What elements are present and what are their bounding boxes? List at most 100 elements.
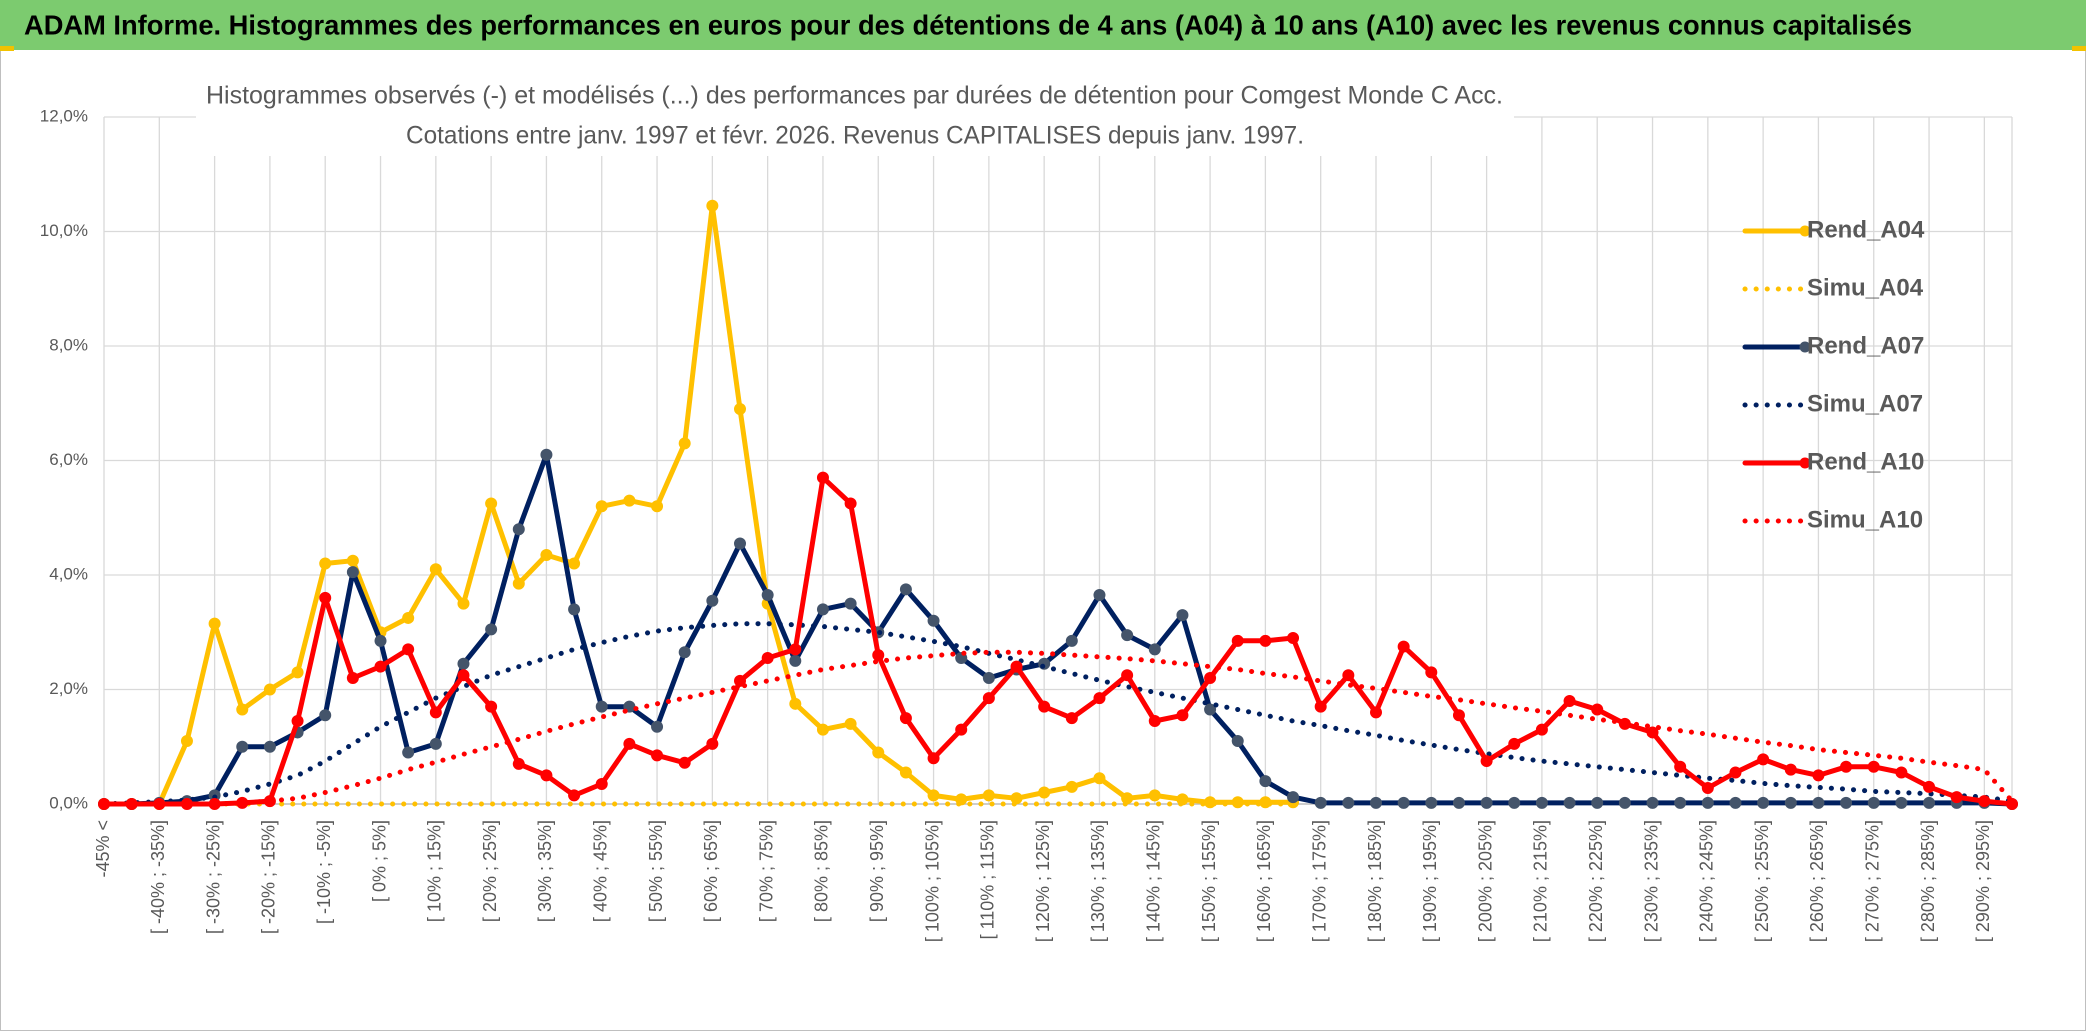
legend-marker xyxy=(1799,457,1811,469)
point xyxy=(291,714,304,727)
point xyxy=(761,652,774,665)
point xyxy=(1342,796,1355,809)
point xyxy=(1701,796,1714,809)
x-tick-label: [ 100% ; 105%] xyxy=(922,820,942,942)
point xyxy=(236,703,249,716)
point xyxy=(623,494,636,507)
point xyxy=(1176,709,1189,722)
x-tick-label: [ 30% ; 35%] xyxy=(535,820,555,922)
point xyxy=(402,611,415,624)
legend-label: Simu_A10 xyxy=(1807,506,1923,533)
point xyxy=(568,603,581,616)
x-tick-label: [ 10% ; 15%] xyxy=(425,820,445,922)
point xyxy=(180,735,193,748)
point xyxy=(1978,795,1991,808)
x-tick-label: [ -10% ; -5%] xyxy=(314,820,334,924)
y-tick-label: 8,0% xyxy=(49,335,88,354)
x-tick-label: [ -40% ; -35%] xyxy=(148,820,168,934)
point xyxy=(899,766,912,779)
point xyxy=(263,683,276,696)
point xyxy=(429,737,442,750)
x-tick-label: [ 90% ; 95%] xyxy=(867,820,887,922)
y-tick-label: 6,0% xyxy=(49,450,88,469)
point xyxy=(1591,703,1604,716)
x-tick-label: [ 20% ; 25%] xyxy=(480,820,500,922)
point xyxy=(1425,666,1438,679)
x-tick-label: [ 80% ; 85%] xyxy=(812,820,832,922)
x-tick-label: [ 230% ; 235%] xyxy=(1641,820,1661,942)
y-tick-label: 2,0% xyxy=(49,679,88,698)
point xyxy=(402,746,415,759)
point xyxy=(982,672,995,685)
point xyxy=(1867,796,1880,809)
point xyxy=(706,199,719,212)
point xyxy=(1812,769,1825,782)
x-tick-label: [ 180% ; 185%] xyxy=(1365,820,1385,942)
y-tick-label: 0,0% xyxy=(49,793,88,812)
x-tick-label: [ -30% ; -25%] xyxy=(203,820,223,934)
point xyxy=(1342,669,1355,682)
point xyxy=(1480,755,1493,768)
point xyxy=(1121,669,1134,682)
y-tick-label: 4,0% xyxy=(49,564,88,583)
point xyxy=(706,594,719,607)
point xyxy=(346,554,359,567)
series-line xyxy=(101,475,2015,807)
point xyxy=(263,740,276,753)
x-tick-label: [ 130% ; 135%] xyxy=(1088,820,1108,942)
x-tick-label: [ 270% ; 275%] xyxy=(1862,820,1882,942)
point xyxy=(1287,791,1300,804)
point xyxy=(1784,796,1797,809)
point xyxy=(291,666,304,679)
point xyxy=(457,669,470,682)
point xyxy=(1425,796,1438,809)
point xyxy=(706,737,719,750)
x-tick-label: [ 110% ; 115%] xyxy=(978,820,998,939)
point xyxy=(1121,792,1134,805)
legend-label: Simu_A07 xyxy=(1807,390,1923,417)
point xyxy=(429,706,442,719)
point xyxy=(844,717,857,730)
point xyxy=(1480,796,1493,809)
point xyxy=(568,557,581,570)
header-title: ADAM Informe. Histogrammes des performan… xyxy=(24,9,1912,40)
x-tick-label: [ 190% ; 195%] xyxy=(1420,820,1440,942)
point xyxy=(899,712,912,725)
point xyxy=(540,769,553,782)
point xyxy=(1397,640,1410,653)
point xyxy=(816,723,829,736)
point xyxy=(1452,709,1465,722)
legend-marker xyxy=(1799,341,1811,353)
point xyxy=(1895,796,1908,809)
legend-marker xyxy=(1799,225,1811,237)
point xyxy=(485,497,498,510)
point xyxy=(540,548,553,561)
x-tick-label: [ 160% ; 165%] xyxy=(1254,820,1274,942)
point xyxy=(734,402,746,415)
point xyxy=(402,643,415,656)
legend-label: Simu_A04 xyxy=(1807,274,1924,301)
point xyxy=(1259,634,1272,647)
point xyxy=(678,646,691,659)
point xyxy=(1314,796,1327,809)
point xyxy=(789,697,802,710)
x-tick-label: [ 220% ; 225%] xyxy=(1586,820,1606,942)
point xyxy=(1563,694,1576,707)
point xyxy=(1674,760,1687,773)
point xyxy=(1093,692,1106,705)
point xyxy=(651,720,664,733)
point xyxy=(872,746,885,759)
x-tick-label: [ 260% ; 265%] xyxy=(1807,820,1827,942)
point xyxy=(1535,796,1548,809)
x-tick-label: [ 290% ; 295%] xyxy=(1973,820,1993,942)
point xyxy=(319,557,332,570)
point xyxy=(1038,786,1051,799)
point xyxy=(844,497,857,510)
point xyxy=(1065,780,1078,793)
header-bar xyxy=(0,0,2086,50)
point xyxy=(651,749,664,762)
point xyxy=(844,597,857,610)
point xyxy=(595,777,608,790)
point xyxy=(1812,796,1825,809)
point xyxy=(1010,660,1023,673)
